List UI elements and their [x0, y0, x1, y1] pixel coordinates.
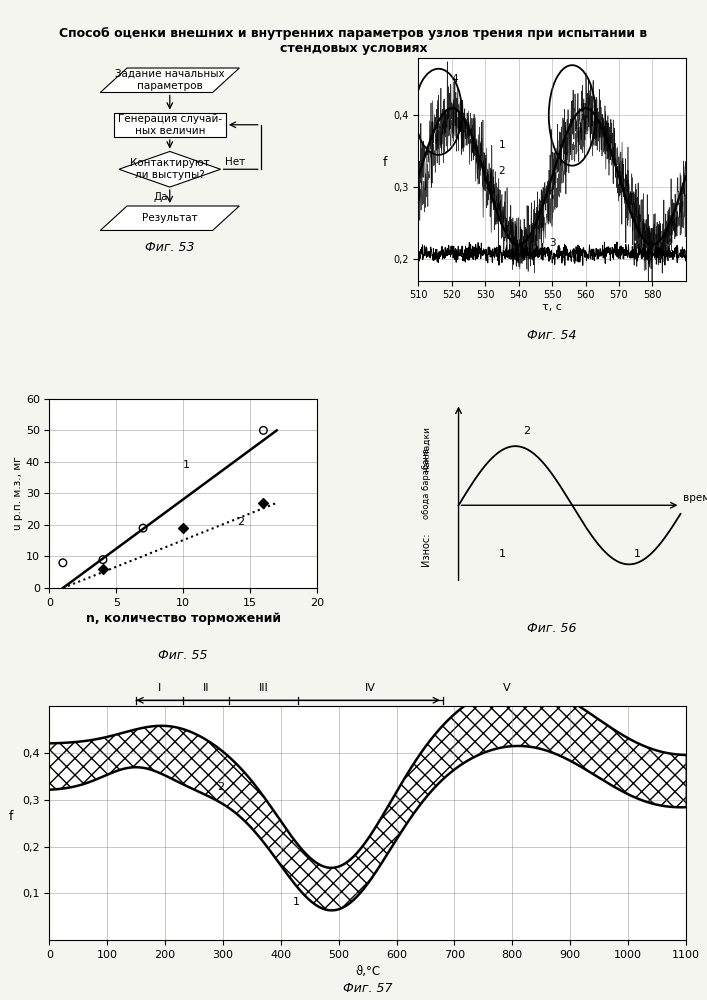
- Text: 1: 1: [183, 460, 190, 470]
- Point: [137, 520, 148, 536]
- Text: III: III: [259, 683, 269, 693]
- Text: 2: 2: [523, 426, 530, 436]
- Text: I: I: [158, 683, 161, 693]
- Text: Износ:: Износ:: [421, 533, 431, 566]
- Text: 1: 1: [498, 549, 506, 559]
- Point: [258, 422, 269, 438]
- Text: V: V: [503, 683, 510, 693]
- Y-axis label: f: f: [382, 156, 387, 169]
- Text: II: II: [202, 683, 209, 693]
- Text: стендовых условиях: стендовых условиях: [280, 42, 427, 55]
- Text: Фиг. 55: Фиг. 55: [158, 649, 208, 662]
- Point: [57, 555, 69, 571]
- Point: [177, 520, 189, 536]
- Text: 1: 1: [293, 897, 300, 907]
- Text: Контактируют
ли выступы?: Контактируют ли выступы?: [130, 158, 209, 180]
- Text: Фиг. 57: Фиг. 57: [343, 982, 392, 995]
- Text: ободa барабана: ободa барабана: [422, 448, 431, 519]
- Text: 2: 2: [217, 782, 224, 792]
- Text: 2: 2: [237, 517, 244, 527]
- Point: [98, 552, 109, 568]
- Polygon shape: [100, 206, 239, 230]
- Text: Генерация случай-
ных величин: Генерация случай- ных величин: [118, 114, 222, 136]
- Text: Фиг. 54: Фиг. 54: [527, 329, 577, 342]
- X-axis label: τ, с: τ, с: [542, 302, 562, 312]
- Y-axis label: f: f: [8, 810, 13, 823]
- Text: Нет: Нет: [225, 157, 245, 167]
- Text: IV: IV: [365, 683, 376, 693]
- Text: Способ оценки внешних и внутренних параметров узлов трения при испытании в: Способ оценки внешних и внутренних парам…: [59, 27, 648, 40]
- X-axis label: n, количество торможений: n, количество торможений: [86, 612, 281, 625]
- Text: Фиг. 53: Фиг. 53: [145, 241, 194, 254]
- Text: 3: 3: [549, 238, 556, 248]
- Text: время: время: [683, 493, 707, 503]
- X-axis label: ϑ,°C: ϑ,°C: [355, 965, 380, 978]
- Y-axis label: u р.п. м.з., мг: u р.п. м.з., мг: [13, 457, 23, 530]
- Text: Результат: Результат: [142, 213, 198, 223]
- Polygon shape: [100, 68, 239, 92]
- Text: 1: 1: [634, 549, 641, 559]
- Text: 1: 1: [498, 140, 506, 150]
- Text: накладки: накладки: [422, 426, 431, 472]
- Text: 4: 4: [452, 74, 458, 84]
- Text: Фиг. 56: Фиг. 56: [527, 622, 577, 635]
- Text: Да: Да: [153, 192, 168, 202]
- Text: 2: 2: [498, 166, 506, 176]
- Bar: [114, 113, 226, 137]
- Polygon shape: [119, 151, 221, 187]
- Point: [98, 561, 109, 577]
- Point: [258, 495, 269, 511]
- Text: Задание начальных
параметров: Задание начальных параметров: [115, 69, 225, 91]
